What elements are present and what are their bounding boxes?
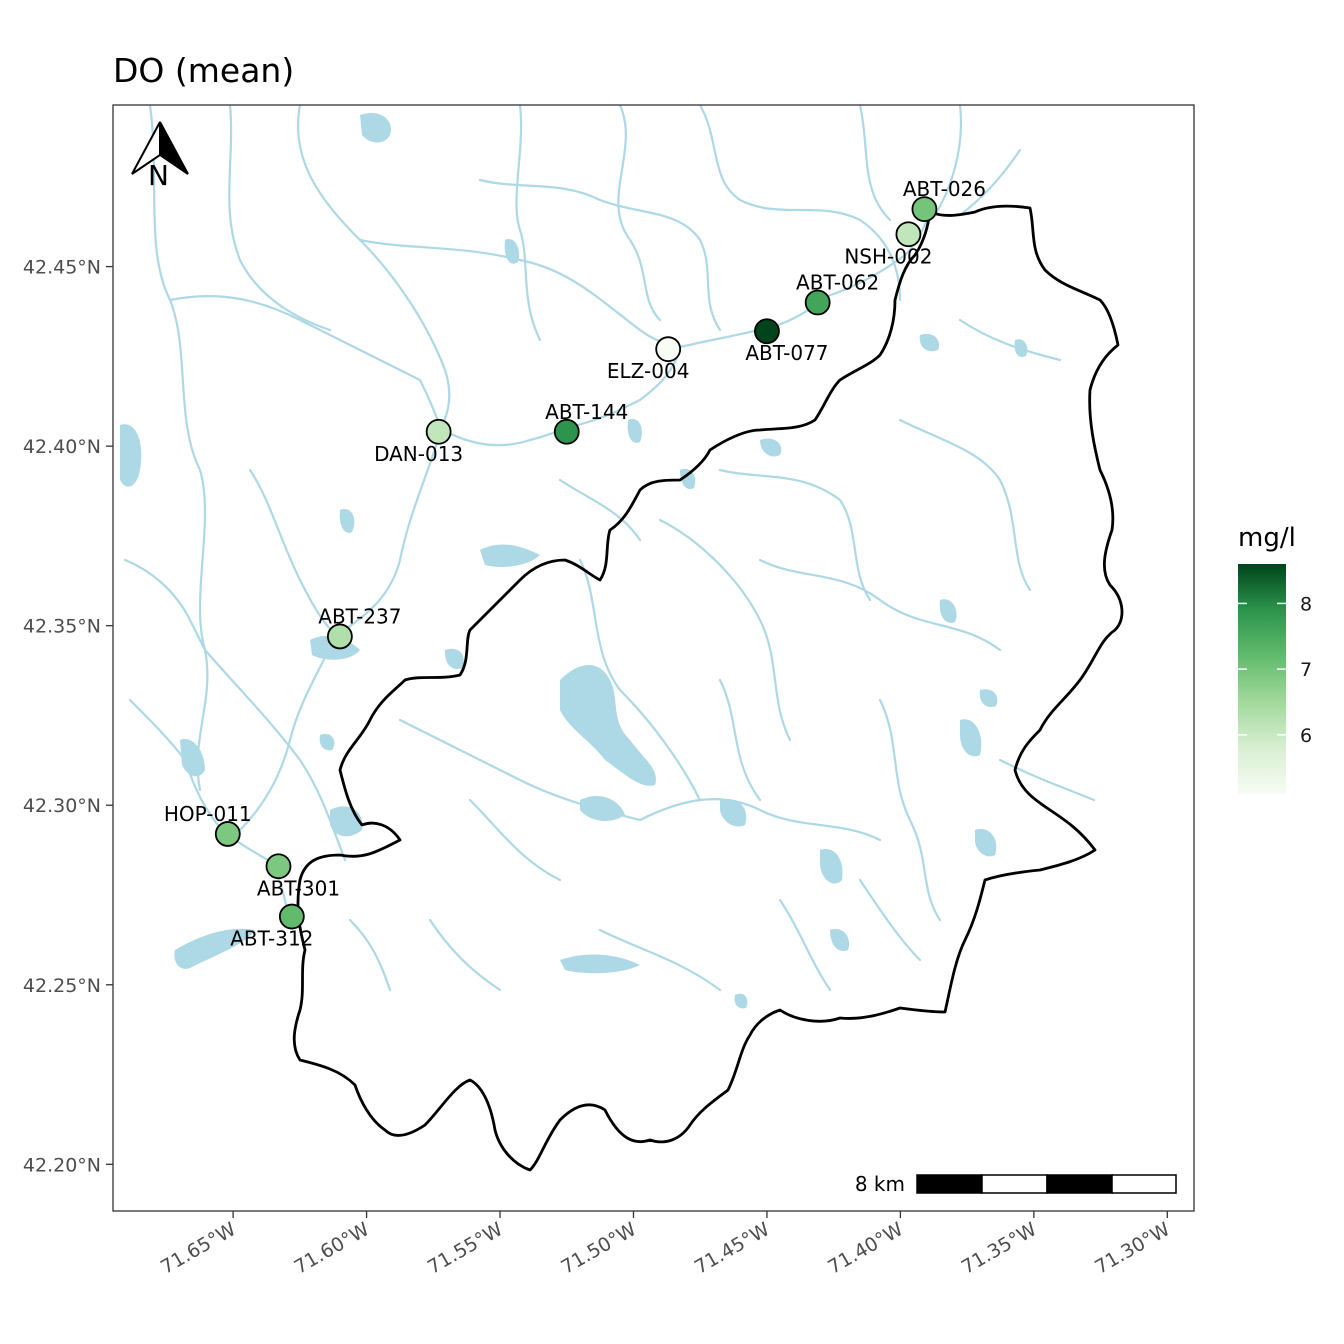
north-arrow: N <box>131 121 189 192</box>
x-tick-label: 71.65°W <box>157 1218 240 1278</box>
scale-bar: 8 km <box>855 1172 1177 1196</box>
map-panel <box>113 105 1194 1211</box>
x-tick-label: 71.40°W <box>824 1218 907 1278</box>
site-label: ABT-312 <box>230 927 313 951</box>
map-title: DO (mean) <box>113 51 294 90</box>
site-label: ABT-077 <box>745 341 828 365</box>
site-label: ABT-301 <box>257 876 340 900</box>
scale-bar-segment <box>1046 1174 1113 1194</box>
map-panel-border <box>112 104 1195 1212</box>
legend-ticks: 6 7 8 <box>1238 593 1312 747</box>
x-tick-label: 71.30°W <box>1091 1218 1174 1278</box>
site-marker[interactable] <box>895 221 922 248</box>
y-tick-label: 42.45°N <box>23 257 101 279</box>
north-arrow-label: N <box>148 159 169 192</box>
site-label: ABT-026 <box>903 177 986 201</box>
scale-bar-segment <box>981 1174 1048 1194</box>
site-label: DAN-013 <box>374 442 463 466</box>
lakes <box>120 112 1028 1009</box>
site-marker[interactable] <box>754 318 780 345</box>
site-marker[interactable] <box>804 289 831 316</box>
sampling-sites: ABT-026 NSH-002 ABT-062 ABT-077 ELZ-004 ABT-1… <box>164 177 986 950</box>
y-tick-label: 42.35°N <box>23 616 101 638</box>
site-marker[interactable] <box>278 903 305 930</box>
site-label: ABT-237 <box>318 604 401 628</box>
site-label: ELZ-004 <box>607 359 690 383</box>
site-marker[interactable] <box>326 623 353 650</box>
watershed-boundary <box>292 204 1124 1172</box>
y-axis: 42.45°N 42.40°N 42.35°N 42.30°N 42.25°N 42.20… <box>23 257 113 1176</box>
legend-tick-label: 7 <box>1300 659 1312 681</box>
site-marker[interactable] <box>553 418 580 445</box>
site-marker[interactable] <box>214 821 241 847</box>
site-label: NSH-002 <box>844 244 932 268</box>
x-tick-label: 71.60°W <box>290 1218 373 1278</box>
legend-tick-label: 8 <box>1300 593 1312 615</box>
y-tick-label: 42.25°N <box>23 975 101 997</box>
x-tick-label: 71.45°W <box>691 1218 774 1278</box>
x-tick-label: 71.55°W <box>424 1218 507 1278</box>
legend-title: mg/l <box>1238 523 1296 553</box>
site-label: ABT-144 <box>545 400 628 424</box>
x-tick-label: 71.35°W <box>958 1218 1041 1278</box>
site-label: ABT-062 <box>796 271 879 295</box>
site-label: HOP-011 <box>164 802 252 826</box>
site-marker[interactable] <box>655 336 682 363</box>
site-marker[interactable] <box>425 418 452 445</box>
legend-colorbar <box>1238 564 1286 794</box>
color-legend: mg/l 6 7 8 <box>1238 523 1312 794</box>
scale-bar-label: 8 km <box>855 1172 905 1196</box>
y-tick-label: 42.40°N <box>23 436 101 458</box>
x-axis: 71.65°W 71.60°W 71.55°W 71.50°W 71.45°W 71.40… <box>157 1211 1174 1279</box>
site-marker[interactable] <box>265 853 292 880</box>
y-tick-label: 42.30°N <box>23 795 101 817</box>
x-tick-label: 71.50°W <box>557 1218 640 1278</box>
scale-bar-segment <box>1111 1174 1177 1194</box>
scale-bar-segment <box>916 1174 983 1194</box>
site-marker[interactable] <box>911 196 938 223</box>
legend-tick-label: 6 <box>1300 725 1312 747</box>
y-tick-label: 42.20°N <box>23 1154 101 1176</box>
